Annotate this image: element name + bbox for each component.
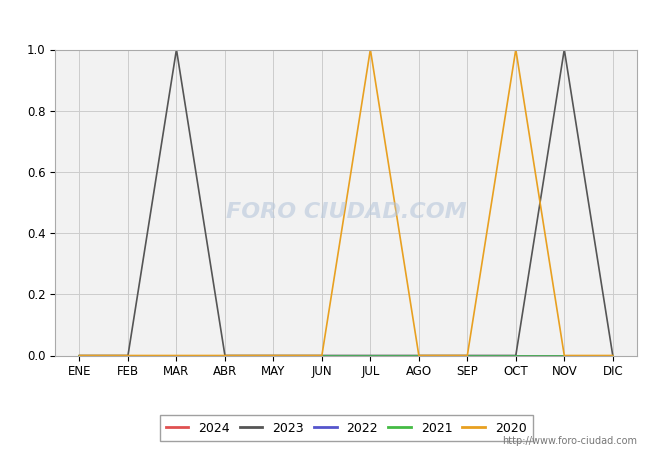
2021 [221, 353, 229, 358]
Line: 2023: 2023 [79, 50, 613, 356]
2023 [318, 353, 326, 358]
2020 [609, 353, 617, 358]
2020 [318, 353, 326, 358]
2020 [172, 353, 180, 358]
2024 [560, 353, 568, 358]
2022 [221, 353, 229, 358]
2024 [463, 353, 471, 358]
2024 [221, 353, 229, 358]
2020 [512, 47, 520, 52]
2021 [124, 353, 132, 358]
2020 [560, 353, 568, 358]
2023 [270, 353, 278, 358]
Text: Matriculaciones de Vehiculos en Yésero: Matriculaciones de Vehiculos en Yésero [148, 11, 502, 29]
2022 [512, 353, 520, 358]
2022 [463, 353, 471, 358]
2021 [512, 353, 520, 358]
2022 [124, 353, 132, 358]
2022 [318, 353, 326, 358]
2020 [124, 353, 132, 358]
2020 [463, 353, 471, 358]
2024 [318, 353, 326, 358]
2024 [415, 353, 422, 358]
2023 [415, 353, 422, 358]
2024 [367, 353, 374, 358]
2021 [318, 353, 326, 358]
2020 [367, 47, 374, 52]
Text: http://www.foro-ciudad.com: http://www.foro-ciudad.com [502, 436, 637, 446]
2024 [124, 353, 132, 358]
2021 [270, 353, 278, 358]
2022 [415, 353, 422, 358]
2022 [560, 353, 568, 358]
2023 [367, 353, 374, 358]
2021 [463, 353, 471, 358]
2022 [609, 353, 617, 358]
2021 [415, 353, 422, 358]
2022 [172, 353, 180, 358]
2021 [560, 353, 568, 358]
2021 [609, 353, 617, 358]
2023 [221, 353, 229, 358]
2023 [609, 353, 617, 358]
2024 [512, 353, 520, 358]
2023 [75, 353, 83, 358]
2023 [512, 353, 520, 358]
2022 [367, 353, 374, 358]
Text: FORO CIUDAD.COM: FORO CIUDAD.COM [226, 202, 467, 222]
2024 [270, 353, 278, 358]
2023 [124, 353, 132, 358]
2020 [221, 353, 229, 358]
2021 [172, 353, 180, 358]
Legend: 2024, 2023, 2022, 2021, 2020: 2024, 2023, 2022, 2021, 2020 [159, 415, 533, 441]
2022 [270, 353, 278, 358]
Line: 2020: 2020 [79, 50, 613, 356]
2023 [463, 353, 471, 358]
2020 [75, 353, 83, 358]
2020 [270, 353, 278, 358]
2023 [560, 47, 568, 52]
2023 [172, 47, 180, 52]
2024 [172, 353, 180, 358]
2020 [415, 353, 422, 358]
2022 [75, 353, 83, 358]
2024 [609, 353, 617, 358]
2024 [75, 353, 83, 358]
2021 [75, 353, 83, 358]
2021 [367, 353, 374, 358]
